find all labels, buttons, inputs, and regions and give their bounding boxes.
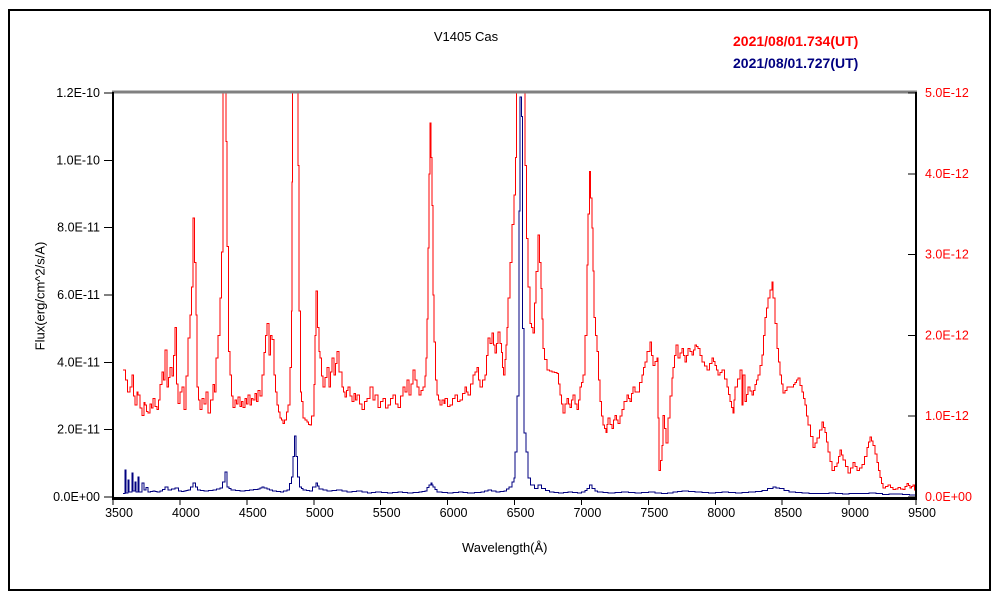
left-tick-label: 1.2E-10 — [56, 86, 100, 100]
right-tick-label: 3.0E-12 — [925, 248, 969, 262]
y-axis-title: Flux(erg/cm^2/s/A) — [32, 241, 48, 351]
right-tick-label: 0.0E+00 — [925, 490, 972, 504]
x-tick-label: 8500 — [774, 506, 802, 520]
legend: 2021/08/01.734(UT) 2021/08/01.727(UT) — [733, 30, 858, 74]
x-tick-label: 7000 — [574, 506, 602, 520]
x-tick-label: 4500 — [239, 506, 267, 520]
legend-entry-blue: 2021/08/01.727(UT) — [733, 55, 859, 71]
chart-title: V1405 Cas — [433, 29, 499, 44]
x-tick-label: 7500 — [640, 506, 668, 520]
left-tick-label: 2.0E-11 — [57, 423, 100, 437]
x-tick-label: 6000 — [440, 506, 468, 520]
right-tick-label: 5.0E-12 — [925, 86, 969, 100]
x-tick-label: 4000 — [172, 506, 200, 520]
x-tick-label: 6500 — [507, 506, 535, 520]
legend-entry-red: 2021/08/01.734(UT) — [733, 33, 859, 49]
x-tick-label: 8000 — [707, 506, 735, 520]
x-axis-title: Wavelength(Å) — [462, 540, 548, 555]
x-tick-label: 9000 — [841, 506, 869, 520]
left-tick-label: 4.0E-11 — [57, 355, 100, 369]
right-tick-label: 1.0E-12 — [925, 409, 969, 423]
right-tick-label: 2.0E-12 — [925, 328, 969, 342]
left-tick-label: 6.0E-11 — [57, 288, 100, 302]
left-tick-label: 1.0E-10 — [56, 153, 100, 167]
x-tick-label: 3500 — [105, 506, 133, 520]
x-tick-label: 5000 — [306, 506, 334, 520]
x-tick-label: 9500 — [908, 506, 936, 520]
x-tick-label: 5500 — [373, 506, 401, 520]
page-border — [8, 9, 991, 591]
left-tick-label: 8.0E-11 — [57, 221, 100, 235]
left-tick-label: 0.0E+00 — [53, 490, 100, 504]
spectrum-trace-blue — [123, 96, 915, 496]
spectrum-trace-red — [123, 91, 915, 491]
right-tick-label: 4.0E-12 — [925, 167, 969, 181]
